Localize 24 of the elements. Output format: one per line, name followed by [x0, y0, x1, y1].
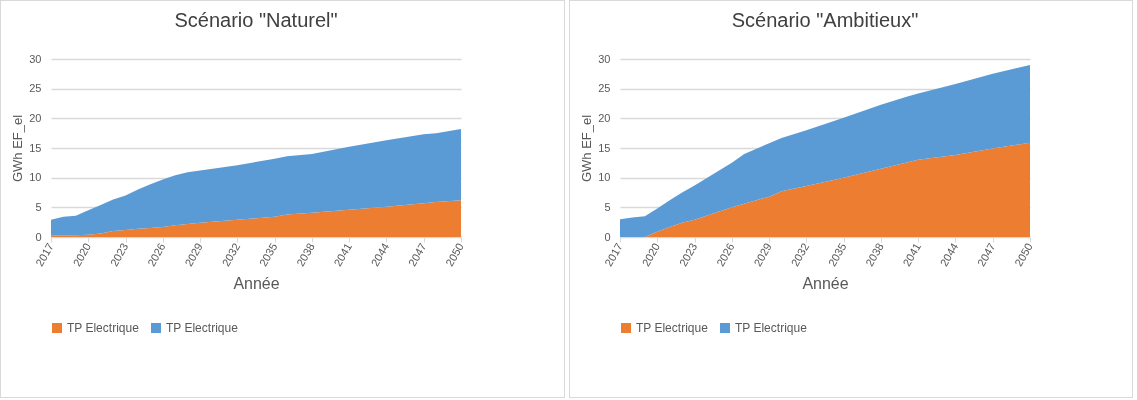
y-tick-label: 20: [597, 111, 610, 124]
x-axis-title: Année: [801, 275, 849, 293]
legend-label: TP Electrique: [635, 321, 708, 335]
x-axis-title: Année: [233, 275, 280, 293]
y-tick-label: 25: [29, 82, 42, 95]
y-axis-title: GWh EF_el: [10, 114, 26, 183]
legend-label: TP Electrique: [166, 321, 239, 335]
y-tick-label: 25: [597, 82, 610, 95]
y-tick-label: 20: [29, 111, 42, 124]
y-tick-label: 5: [35, 200, 42, 213]
legend-label: TP Electrique: [734, 321, 807, 335]
y-tick-label: 0: [35, 230, 42, 243]
y-tick-label: 15: [597, 141, 610, 154]
chart-title: Scénario "Ambitieux": [731, 9, 918, 31]
y-tick-label: 0: [603, 230, 610, 243]
y-tick-label: 15: [29, 141, 42, 154]
y-tick-label: 10: [29, 171, 42, 184]
y-tick-label: 10: [597, 171, 610, 184]
y-tick-label: 30: [597, 52, 610, 65]
y-tick-label: 5: [603, 200, 610, 213]
legend-label: TP Electrique: [67, 321, 140, 335]
y-tick-label: 30: [29, 52, 42, 65]
chart-title: Scénario "Naturel": [174, 9, 338, 31]
y-axis-title: GWh EF_el: [578, 114, 594, 183]
